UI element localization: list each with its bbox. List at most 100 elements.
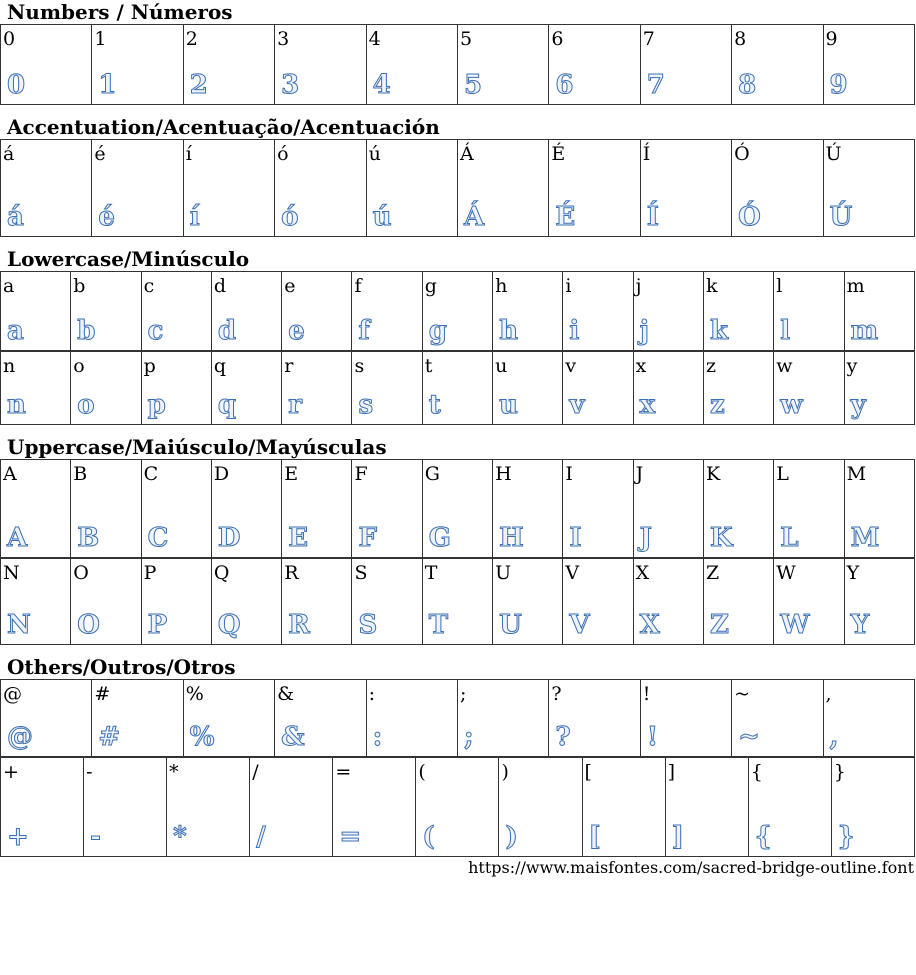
glyph-cell: + +: [0, 757, 85, 857]
glyph-sample: f: [358, 316, 370, 346]
glyph-sample: k: [709, 316, 728, 346]
glyph-sample: W: [780, 610, 810, 640]
glyph-sample: =: [339, 822, 362, 852]
glyph-label: Ó: [734, 143, 750, 165]
glyph-sample: a: [7, 316, 25, 346]
glyph-label: g: [424, 275, 437, 297]
glyph-sample: U: [499, 610, 523, 640]
glyph-sample: b: [77, 316, 96, 346]
glyph-sample: Z: [709, 610, 729, 640]
glyph-label: &: [277, 683, 295, 705]
glyph-label: e: [284, 275, 296, 297]
glyph-sample: I: [569, 523, 582, 553]
glyph-label: á: [3, 143, 15, 165]
glyph-sample: S: [358, 610, 378, 640]
glyph-sample: ?: [555, 722, 571, 752]
glyph-label: b: [73, 275, 86, 297]
glyph-label: s: [354, 355, 365, 377]
glyph-sample: L: [780, 523, 799, 553]
specimen: Numbers / Números 0 0 1 1 2 2 3 3 4 4 5 5 6 6 7 7 8 8 9 9 Acc…: [0, 0, 916, 857]
glyph-label: M: [846, 463, 867, 485]
glyph-label: Q: [213, 562, 230, 584]
glyph-sample: E: [288, 523, 309, 553]
glyph-sample: Ó: [738, 202, 762, 232]
glyph-sample: 5: [463, 70, 483, 100]
glyph-label: Z: [705, 562, 720, 584]
glyph-sample: %: [189, 722, 215, 752]
glyph-sample: N: [7, 610, 32, 640]
glyph-label: H: [495, 463, 512, 485]
glyph-label: f: [354, 275, 362, 297]
glyph-sample: d: [217, 316, 237, 346]
glyph-label: l: [776, 275, 783, 297]
glyph-sample: H: [499, 523, 525, 553]
glyph-label: Ú: [825, 143, 842, 165]
glyph-sample: Í: [646, 202, 659, 232]
section-title: Accentuation/Acentuação/Acentuación: [7, 115, 440, 139]
glyph-cell: ((: [415, 757, 500, 857]
glyph-label: k: [705, 275, 718, 297]
glyph-sample: ,: [829, 722, 839, 752]
glyph-label: W: [776, 562, 796, 584]
glyph-sample: ]: [671, 822, 684, 852]
glyph-sample: P: [147, 610, 168, 640]
glyph-label: h: [495, 275, 508, 297]
glyph-sample: o: [77, 390, 95, 420]
glyph-sample: -: [90, 822, 102, 852]
glyph-sample: 3: [281, 70, 300, 100]
glyph-sample: :: [372, 722, 383, 752]
glyph-sample: Á: [463, 202, 485, 232]
glyph-sample: +: [7, 822, 30, 852]
glyph-label: Í: [642, 143, 651, 165]
glyph-table: + + - - * * / / = =(())[[]]{{}}: [0, 757, 916, 857]
glyph-sample: ): [505, 822, 518, 852]
section-title: Numbers / Números: [7, 0, 233, 24]
source-link[interactable]: https://www.maisfontes.com/sacred-bridge…: [468, 858, 914, 877]
glyph-sample: C: [147, 523, 169, 553]
glyph-label: U: [495, 562, 512, 584]
glyph-sample: h: [499, 316, 519, 346]
glyph-sample: j: [639, 316, 650, 346]
glyph-cell: --: [83, 757, 168, 857]
glyph-sample: É: [555, 202, 576, 232]
glyph-sample: }: [837, 822, 855, 852]
glyph-label: E: [284, 463, 299, 485]
glyph-sample: é: [98, 202, 116, 232]
glyph-label: d: [213, 275, 227, 297]
glyph-label: Á: [459, 143, 474, 165]
glyph-label: p: [143, 355, 156, 377]
glyph-sample: *: [173, 822, 188, 852]
glyph-cell: !!: [639, 679, 733, 757]
glyph-sample: #: [98, 722, 121, 752]
glyph-label: ó: [277, 143, 289, 165]
